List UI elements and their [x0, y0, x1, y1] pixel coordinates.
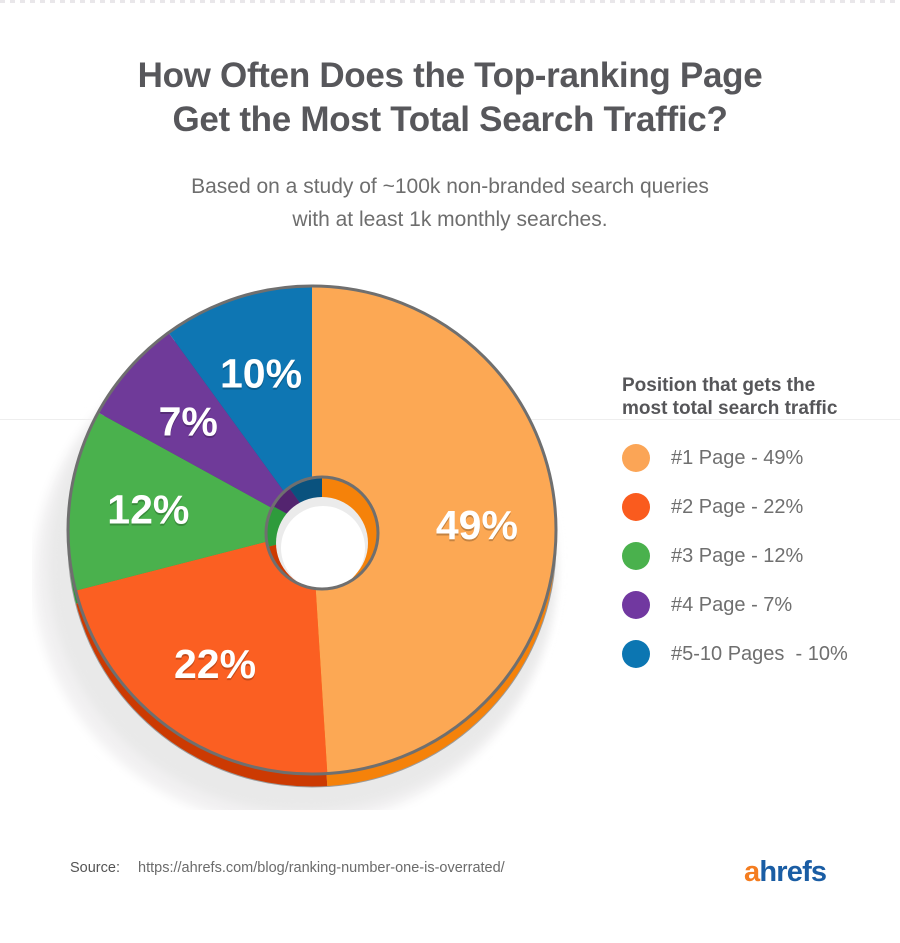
slice-label-2: 22%: [174, 641, 256, 687]
legend-dot-5: [622, 640, 650, 668]
legend-label-4: #4 Page - 7%: [671, 593, 793, 616]
chart-donut-hole: [264, 475, 380, 591]
ahrefs-logo-hrefs: hrefs: [759, 856, 827, 888]
legend-dot-1: [622, 444, 650, 472]
page-subtitle-line2: with at least 1k monthly searches.: [292, 208, 608, 231]
legend-heading: Position that gets the most total search…: [622, 374, 882, 420]
slice-label-4: 7%: [159, 398, 218, 444]
donut-chart: 49%49%22%22%12%12%7%7%10%10%: [34, 284, 558, 810]
ahrefs-logo-a: a: [744, 856, 760, 888]
source-url: https://ahrefs.com/blog/ranking-number-o…: [138, 860, 505, 876]
legend-dot-3: [622, 542, 650, 570]
legend-items: #1 Page - 49% #2 Page - 22% #3 Page - 12% #…: [622, 444, 882, 668]
legend-item-1: #1 Page - 49%: [622, 444, 882, 472]
legend-label-1: #1 Page - 49%: [671, 446, 804, 469]
page-subtitle: Based on a study of ~100k non-branded se…: [0, 170, 900, 236]
legend-heading-line1: Position that gets the: [622, 375, 816, 396]
pie-slice--4-page: [98, 332, 313, 530]
page-subtitle-line1: Based on a study of ~100k non-branded se…: [191, 175, 709, 198]
page-title-line1: How Often Does the Top-ranking Page: [137, 56, 763, 95]
slice-label-shadow-1: 49%: [436, 504, 518, 550]
legend-item-5: #5-10 Pages - 10%: [622, 640, 882, 668]
pie-slice--3-page: [68, 412, 312, 591]
slice-label-3: 12%: [107, 487, 189, 533]
legend-label-2: #2 Page - 22%: [671, 495, 804, 518]
legend-label-5: #5-10 Pages - 10%: [671, 642, 848, 665]
slice-label-shadow-2: 22%: [174, 643, 256, 689]
chart-slice-labels: 49%49%22%22%12%12%7%7%10%10%: [107, 350, 518, 688]
slice-label-shadow-4: 7%: [159, 400, 218, 446]
page-title-line2: Get the Most Total Search Traffic?: [172, 100, 728, 139]
slice-label-shadow-5: 10%: [220, 352, 302, 398]
pie-slice--5-10-pages: [168, 286, 312, 530]
legend-heading-line2: most total search traffic: [622, 398, 838, 419]
legend-item-3: #3 Page - 12%: [622, 542, 882, 570]
slice-label-1: 49%: [436, 502, 518, 548]
ahrefs-logo: ahrefs: [744, 856, 827, 889]
legend-dot-2: [622, 493, 650, 521]
pie-slice--2-page: [75, 530, 328, 775]
chart-slices: [66, 284, 558, 776]
pie-slice--1-page: [312, 286, 557, 774]
legend-item-4: #4 Page - 7%: [622, 591, 882, 619]
legend-dot-4: [622, 591, 650, 619]
source-row: Source: https://ahrefs.com/blog/ranking-…: [70, 860, 505, 876]
legend-label-3: #3 Page - 12%: [671, 544, 804, 567]
slice-label-5: 10%: [220, 350, 302, 396]
page-title: How Often Does the Top-ranking Page Get …: [0, 54, 900, 142]
top-dashed-border: [0, 0, 900, 3]
legend: Position that gets the most total search…: [622, 374, 882, 689]
slice-label-shadow-3: 12%: [107, 489, 189, 535]
source-label: Source:: [70, 860, 120, 876]
legend-item-2: #2 Page - 22%: [622, 493, 882, 521]
